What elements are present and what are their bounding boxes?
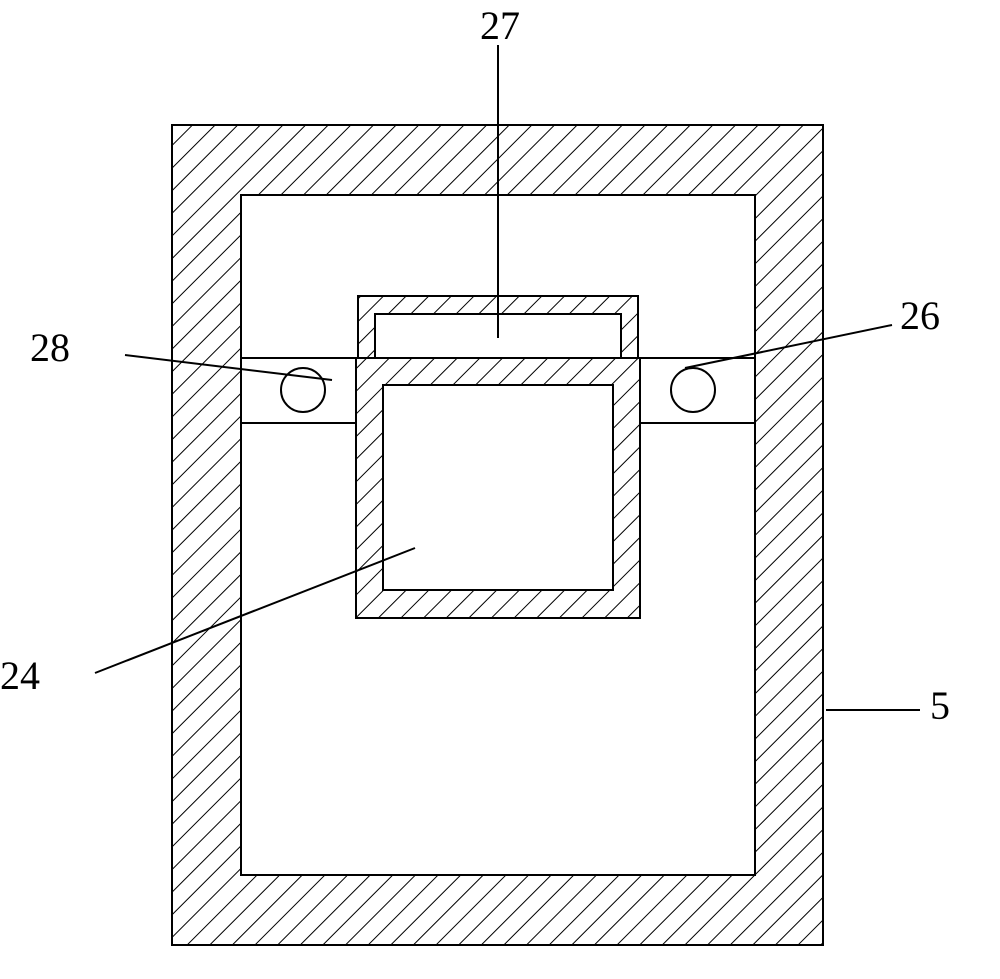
circle-right (671, 368, 715, 412)
label-l26: 26 (900, 293, 940, 338)
label-l24: 24 (0, 653, 40, 698)
label-l5: 5 (930, 683, 950, 728)
label-l27: 27 (480, 3, 520, 48)
label-l28: 28 (30, 325, 70, 370)
